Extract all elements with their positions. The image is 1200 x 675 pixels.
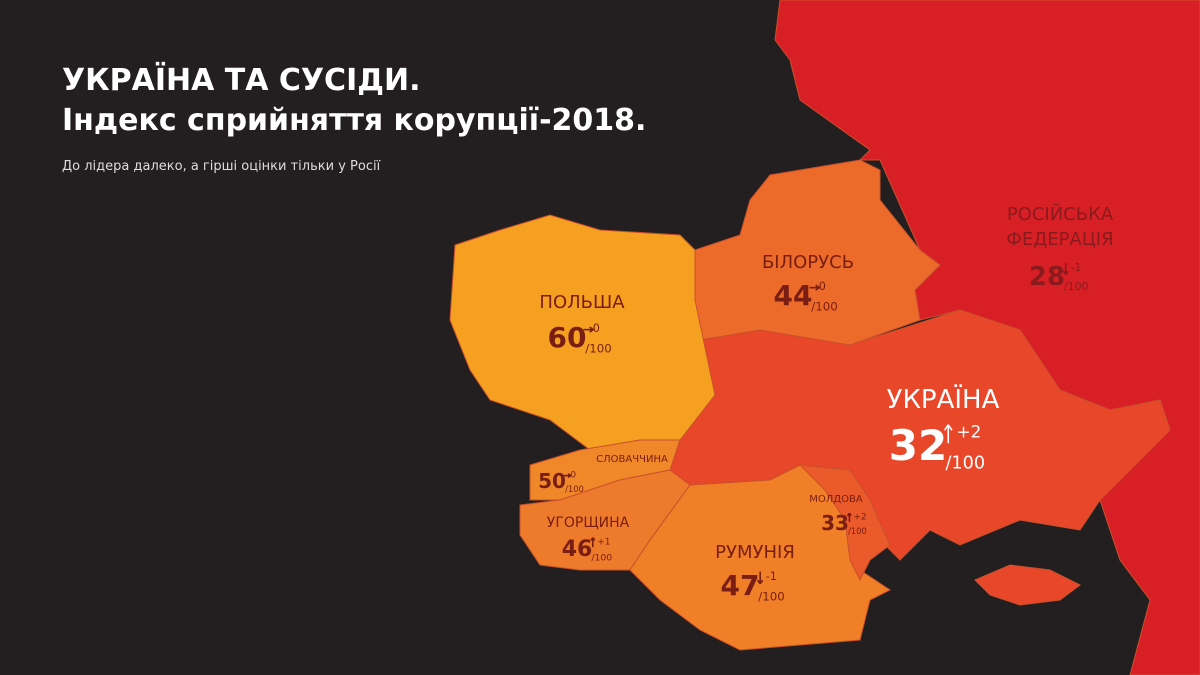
arrow-part <box>589 328 594 333</box>
score-change: +2 <box>853 512 866 522</box>
arrow-part <box>759 579 764 585</box>
score-scale: /100 <box>811 300 837 314</box>
score-change: -1 <box>766 570 777 583</box>
score: 44 <box>774 279 813 312</box>
score-scale: /100 <box>591 552 612 563</box>
country-name: ФЕДЕРАЦІЯ <box>1006 229 1113 250</box>
score: 46 <box>562 537 593 562</box>
score-change: +2 <box>957 422 982 442</box>
score: 47 <box>721 569 760 602</box>
score: 32 <box>889 421 947 470</box>
score-scale: /100 <box>585 342 611 356</box>
score-scale: /100 <box>945 453 985 473</box>
score-change: -1 <box>1071 262 1081 274</box>
title-line: Індекс сприйняття корупції-2018. <box>62 103 646 138</box>
trend-arrow <box>943 424 953 444</box>
country-name: РУМУНІЯ <box>715 542 795 563</box>
trend-arrow <box>583 326 594 333</box>
arrow-part <box>592 537 596 541</box>
country-name: БІЛОРУСЬ <box>762 252 854 273</box>
score: 60 <box>548 321 587 354</box>
score-change: 0 <box>570 470 576 480</box>
country-name: МОЛДОВА <box>809 494 863 505</box>
subtitle: До лідера далеко, а гірші оцінки тільки … <box>62 159 381 174</box>
poland-shape <box>449 214 716 451</box>
arrow-part <box>567 474 572 479</box>
country-name: ПОЛЬША <box>539 292 625 313</box>
score-scale: /100 <box>1064 280 1089 293</box>
score-change: 0 <box>593 322 600 335</box>
score-change: 0 <box>819 280 826 293</box>
arrow-part <box>815 286 820 291</box>
trend-arrow <box>809 284 820 291</box>
moldova-shape <box>798 464 891 582</box>
trend-arrow <box>1062 263 1069 276</box>
country-name: РОСІЙСЬКА <box>1007 203 1114 225</box>
belarus-shape <box>694 159 941 346</box>
score-change: +1 <box>597 537 610 547</box>
title-line: УКРАЇНА ТА СУСІДИ. <box>62 62 420 98</box>
arrow-part <box>947 424 953 431</box>
country-name: УГОРЩИНА <box>547 515 630 531</box>
score-scale: /100 <box>758 590 784 604</box>
arrow-part <box>1065 270 1069 276</box>
crimea-shape <box>974 564 1081 606</box>
country-name: УКРАЇНА <box>887 383 1000 415</box>
trend-arrow <box>590 537 596 548</box>
country-name: СЛОВАЧЧИНА <box>596 454 668 465</box>
trend-arrow <box>846 512 852 522</box>
score-scale: /100 <box>848 526 867 536</box>
score: 50 <box>538 469 566 493</box>
trend-arrow <box>757 571 764 585</box>
score: 33 <box>821 511 849 535</box>
arrow-part <box>943 424 949 431</box>
score: 28 <box>1029 262 1065 292</box>
trend-arrow <box>563 473 572 479</box>
score-scale: /100 <box>565 484 584 494</box>
arrow-part <box>848 512 852 517</box>
